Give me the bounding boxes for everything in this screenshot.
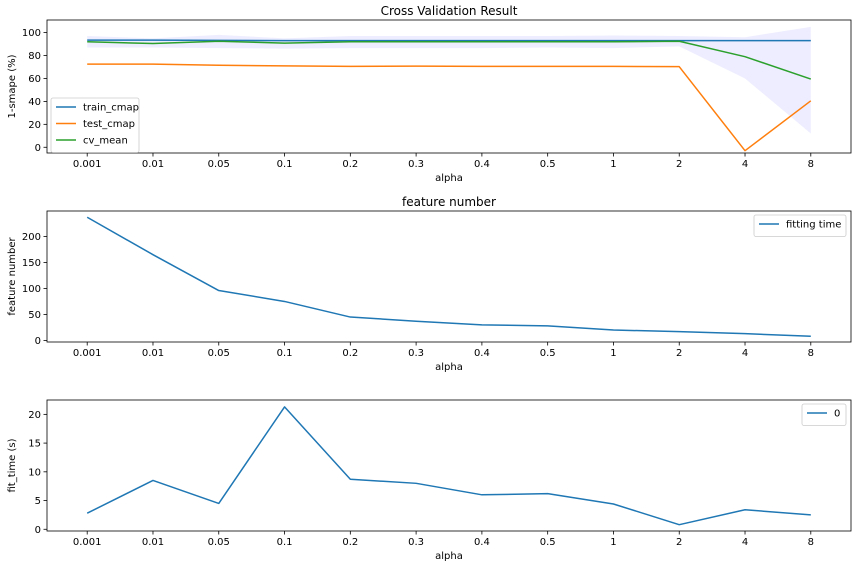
y-tick-label: 0 <box>35 143 41 154</box>
x-axis-label: alpha <box>435 551 463 562</box>
x-tick-label: 0.01 <box>142 159 164 170</box>
y-tick-label: 0 <box>35 336 41 347</box>
legend-label: train_cmap <box>83 103 139 114</box>
x-tick-label: 0.2 <box>342 159 358 170</box>
x-tick-label: 0.3 <box>408 159 424 170</box>
x-tick-label: 1 <box>610 537 616 548</box>
x-tick-label: 2 <box>676 159 682 170</box>
y-tick-label: 0 <box>35 525 41 536</box>
y-tick-label: 60 <box>28 74 41 85</box>
y-tick-label: 20 <box>28 410 41 421</box>
x-tick-label: 0.5 <box>540 159 556 170</box>
chart-2: 0.001 0.01 0.05 0.1 0.2 0.3 0.4 0.5 1 2 4 8 0 50 100 15… <box>7 195 852 373</box>
x-tick-label: 0.05 <box>208 159 230 170</box>
chart-title: Cross Validation Result <box>381 4 518 18</box>
x-tick-label: 0.3 <box>408 348 424 359</box>
chart-3: 0.001 0.01 0.05 0.1 0.2 0.3 0.4 0.5 1 2 4 8 0 5 10 15 20… <box>7 399 852 562</box>
legend: fitting time <box>753 214 847 237</box>
y-axis-label: feature number <box>7 236 18 315</box>
x-tick-label: 0.2 <box>342 348 358 359</box>
y-tick-label: 80 <box>28 51 41 62</box>
x-tick-label: 1 <box>610 348 616 359</box>
legend-label: cv_mean <box>83 136 128 147</box>
x-tick-label: 2 <box>676 348 682 359</box>
legend: train_cmap test_cmap cv_mean <box>50 97 140 153</box>
x-tick-label: 0.2 <box>342 537 358 548</box>
y-axis-label: fit_time (s) <box>7 438 18 492</box>
legend: 0 <box>801 403 847 426</box>
confidence-band <box>87 26 811 134</box>
y-tick-label: 150 <box>22 258 41 269</box>
legend-box <box>50 97 140 153</box>
y-tick-label: 10 <box>28 467 41 478</box>
x-tick-label: 2 <box>676 537 682 548</box>
axes-frame <box>46 210 852 343</box>
y-tick-label: 15 <box>28 439 41 450</box>
x-tick-label: 8 <box>808 537 814 548</box>
x-tick-label: 8 <box>808 348 814 359</box>
x-tick-label: 0.1 <box>277 348 293 359</box>
x-tick-label: 0.001 <box>73 159 102 170</box>
x-tick-label: 0.05 <box>208 537 230 548</box>
x-tick-label: 0.1 <box>277 537 293 548</box>
x-tick-label: 0.5 <box>540 348 556 359</box>
x-tick-label: 0.3 <box>408 537 424 548</box>
x-tick-label: 0.001 <box>73 537 102 548</box>
x-tick-label: 0.1 <box>277 159 293 170</box>
x-axis-label: alpha <box>435 173 463 184</box>
x-tick-label: 0.5 <box>540 537 556 548</box>
axes-frame <box>46 19 852 154</box>
x-tick-label: 0.4 <box>474 348 490 359</box>
x-tick-label: 0.4 <box>474 159 490 170</box>
legend-label: fitting time <box>786 220 841 231</box>
y-axis-label: 1-smape (%) <box>7 54 18 118</box>
legend-label: test_cmap <box>83 119 135 130</box>
x-tick-label: 1 <box>610 159 616 170</box>
y-tick-label: 40 <box>28 97 41 108</box>
legend-label: 0 <box>834 409 840 420</box>
y-tick-label: 200 <box>22 232 41 243</box>
series-line-3 <box>87 40 812 80</box>
x-tick-label: 0.01 <box>142 537 164 548</box>
x-tick-label: 4 <box>742 537 748 548</box>
legend-box <box>753 214 847 237</box>
x-tick-label: 4 <box>742 159 748 170</box>
series-line-1 <box>86 216 811 338</box>
x-tick-label: 0.001 <box>73 348 102 359</box>
axes-frame <box>46 399 852 532</box>
x-tick-label: 8 <box>808 159 814 170</box>
series-line-2 <box>87 63 812 152</box>
series-line-1 <box>87 39 811 42</box>
legend-box <box>801 403 847 426</box>
y-tick-label: 100 <box>22 28 41 39</box>
x-tick-label: 0.05 <box>208 348 230 359</box>
y-tick-label: 100 <box>22 284 41 295</box>
x-tick-label: 4 <box>742 348 748 359</box>
y-tick-label: 50 <box>28 310 41 321</box>
x-tick-label: 0.01 <box>142 348 164 359</box>
y-tick-label: 20 <box>28 120 41 131</box>
chart-1: 0.001 0.01 0.05 0.1 0.2 0.3 0.4 0.5 1 2 4 802040608… <box>7 4 852 184</box>
y-tick-label: 5 <box>35 496 41 507</box>
chart-title: feature number <box>402 195 496 209</box>
x-tick-label: 0.4 <box>474 537 490 548</box>
x-axis-label: alpha <box>435 362 463 373</box>
series-line-1 <box>86 406 811 526</box>
